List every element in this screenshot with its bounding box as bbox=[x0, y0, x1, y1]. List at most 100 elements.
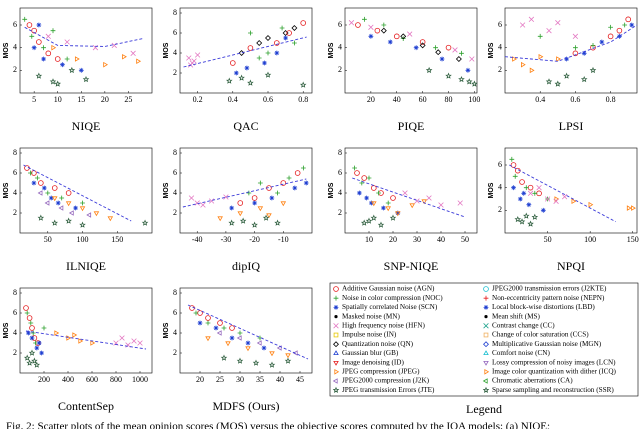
data-point bbox=[229, 335, 235, 341]
data-point bbox=[616, 27, 623, 34]
legend-label: Lossy compression of noisy images (LCN) bbox=[492, 358, 616, 366]
data-point bbox=[571, 198, 577, 205]
data-point bbox=[536, 184, 542, 191]
data-point bbox=[54, 330, 60, 336]
data-point bbox=[300, 20, 307, 26]
data-point bbox=[54, 80, 61, 87]
fit-curve bbox=[25, 330, 147, 350]
data-point bbox=[553, 198, 559, 204]
data-point bbox=[455, 56, 462, 62]
data-point bbox=[303, 180, 309, 186]
data-point bbox=[381, 205, 386, 211]
data-point bbox=[564, 56, 569, 62]
data-point bbox=[364, 195, 369, 201]
data-point bbox=[374, 27, 381, 34]
x-tick-label: -20 bbox=[249, 235, 260, 244]
data-point bbox=[217, 320, 223, 326]
legend-label: Chromatic aberrations (CA) bbox=[492, 377, 573, 385]
legend-marker bbox=[482, 378, 488, 384]
y-tick-label: 4 bbox=[173, 328, 177, 337]
plot-area bbox=[344, 147, 478, 234]
data-point bbox=[22, 16, 28, 22]
legend-label: Change of color saturation (CCS) bbox=[492, 331, 589, 339]
data-point bbox=[229, 205, 235, 211]
x-axis-label: SNP-NIQE bbox=[384, 259, 439, 273]
legend-label: Gaussian blur (GB) bbox=[342, 349, 399, 357]
data-point bbox=[28, 170, 33, 176]
data-point bbox=[256, 40, 263, 46]
x-tick-label: 50 bbox=[44, 235, 52, 244]
y-tick-label: 2 bbox=[173, 208, 177, 217]
legend-marker bbox=[483, 350, 489, 355]
legend-label: Image color quantization with dither (IC… bbox=[492, 367, 617, 375]
y-tick-label: 6 bbox=[13, 20, 17, 29]
x-tick-label: 200 bbox=[38, 375, 50, 384]
data-point bbox=[629, 22, 635, 28]
fit-curve bbox=[504, 24, 638, 62]
data-point bbox=[74, 56, 80, 62]
x-axis-label: ILNIQE bbox=[66, 259, 106, 273]
data-point bbox=[261, 345, 267, 351]
data-point bbox=[136, 58, 142, 65]
data-point bbox=[60, 62, 65, 68]
data-point bbox=[236, 335, 242, 341]
data-point bbox=[517, 196, 523, 202]
fit-curve bbox=[182, 178, 307, 208]
x-tick-label: 600 bbox=[86, 375, 98, 384]
data-point bbox=[348, 20, 355, 26]
data-point bbox=[223, 194, 229, 200]
data-point bbox=[186, 55, 192, 61]
x-tick-label: 80 bbox=[445, 95, 453, 104]
data-point bbox=[252, 359, 260, 366]
data-point bbox=[357, 190, 362, 196]
data-point bbox=[237, 211, 244, 217]
data-point bbox=[257, 180, 263, 186]
data-point bbox=[197, 320, 203, 326]
x-tick-label: 40 bbox=[437, 235, 445, 244]
y-tick-label: 6 bbox=[498, 160, 502, 169]
x-tick-label: 150 bbox=[627, 235, 639, 244]
data-point bbox=[28, 320, 34, 326]
data-point bbox=[36, 22, 42, 28]
legend-marker bbox=[483, 305, 489, 310]
x-tick-label: 0.8 bbox=[298, 95, 308, 104]
x-axis-label: ContentSep bbox=[58, 399, 114, 413]
data-point bbox=[193, 310, 199, 316]
data-point bbox=[445, 44, 452, 51]
data-point bbox=[257, 206, 264, 212]
data-point bbox=[34, 345, 40, 351]
data-point bbox=[36, 340, 42, 346]
data-point bbox=[265, 50, 271, 56]
legend-marker bbox=[484, 314, 488, 319]
legend-marker bbox=[333, 341, 339, 348]
data-point bbox=[262, 60, 267, 66]
data-point bbox=[458, 75, 465, 83]
data-point bbox=[369, 200, 374, 206]
data-point bbox=[217, 216, 223, 222]
data-point bbox=[24, 310, 30, 316]
data-point bbox=[245, 346, 251, 352]
data-point bbox=[385, 206, 391, 212]
x-tick-label: 0.4 bbox=[228, 95, 238, 104]
data-point bbox=[26, 22, 33, 28]
legend-label: JPEG2000 transmission errors (J2KTE) bbox=[492, 285, 607, 293]
data-point bbox=[387, 39, 393, 45]
data-point bbox=[368, 33, 374, 39]
data-point bbox=[274, 219, 281, 226]
data-point bbox=[532, 190, 538, 196]
x-tick-label: 60 bbox=[419, 95, 427, 104]
data-point bbox=[28, 349, 36, 356]
data-point bbox=[230, 60, 236, 66]
y-tick-label: 8 bbox=[13, 288, 17, 297]
data-point bbox=[31, 357, 38, 364]
y-tick-label: 8 bbox=[173, 288, 177, 297]
data-point bbox=[251, 221, 258, 228]
data-point bbox=[82, 75, 90, 83]
data-point bbox=[540, 207, 546, 213]
data-point bbox=[426, 195, 432, 201]
y-tick-label: 4 bbox=[338, 42, 342, 51]
x-tick-label: 0.2 bbox=[193, 95, 203, 104]
data-point bbox=[48, 195, 54, 201]
x-tick-label: 30 bbox=[236, 375, 244, 384]
